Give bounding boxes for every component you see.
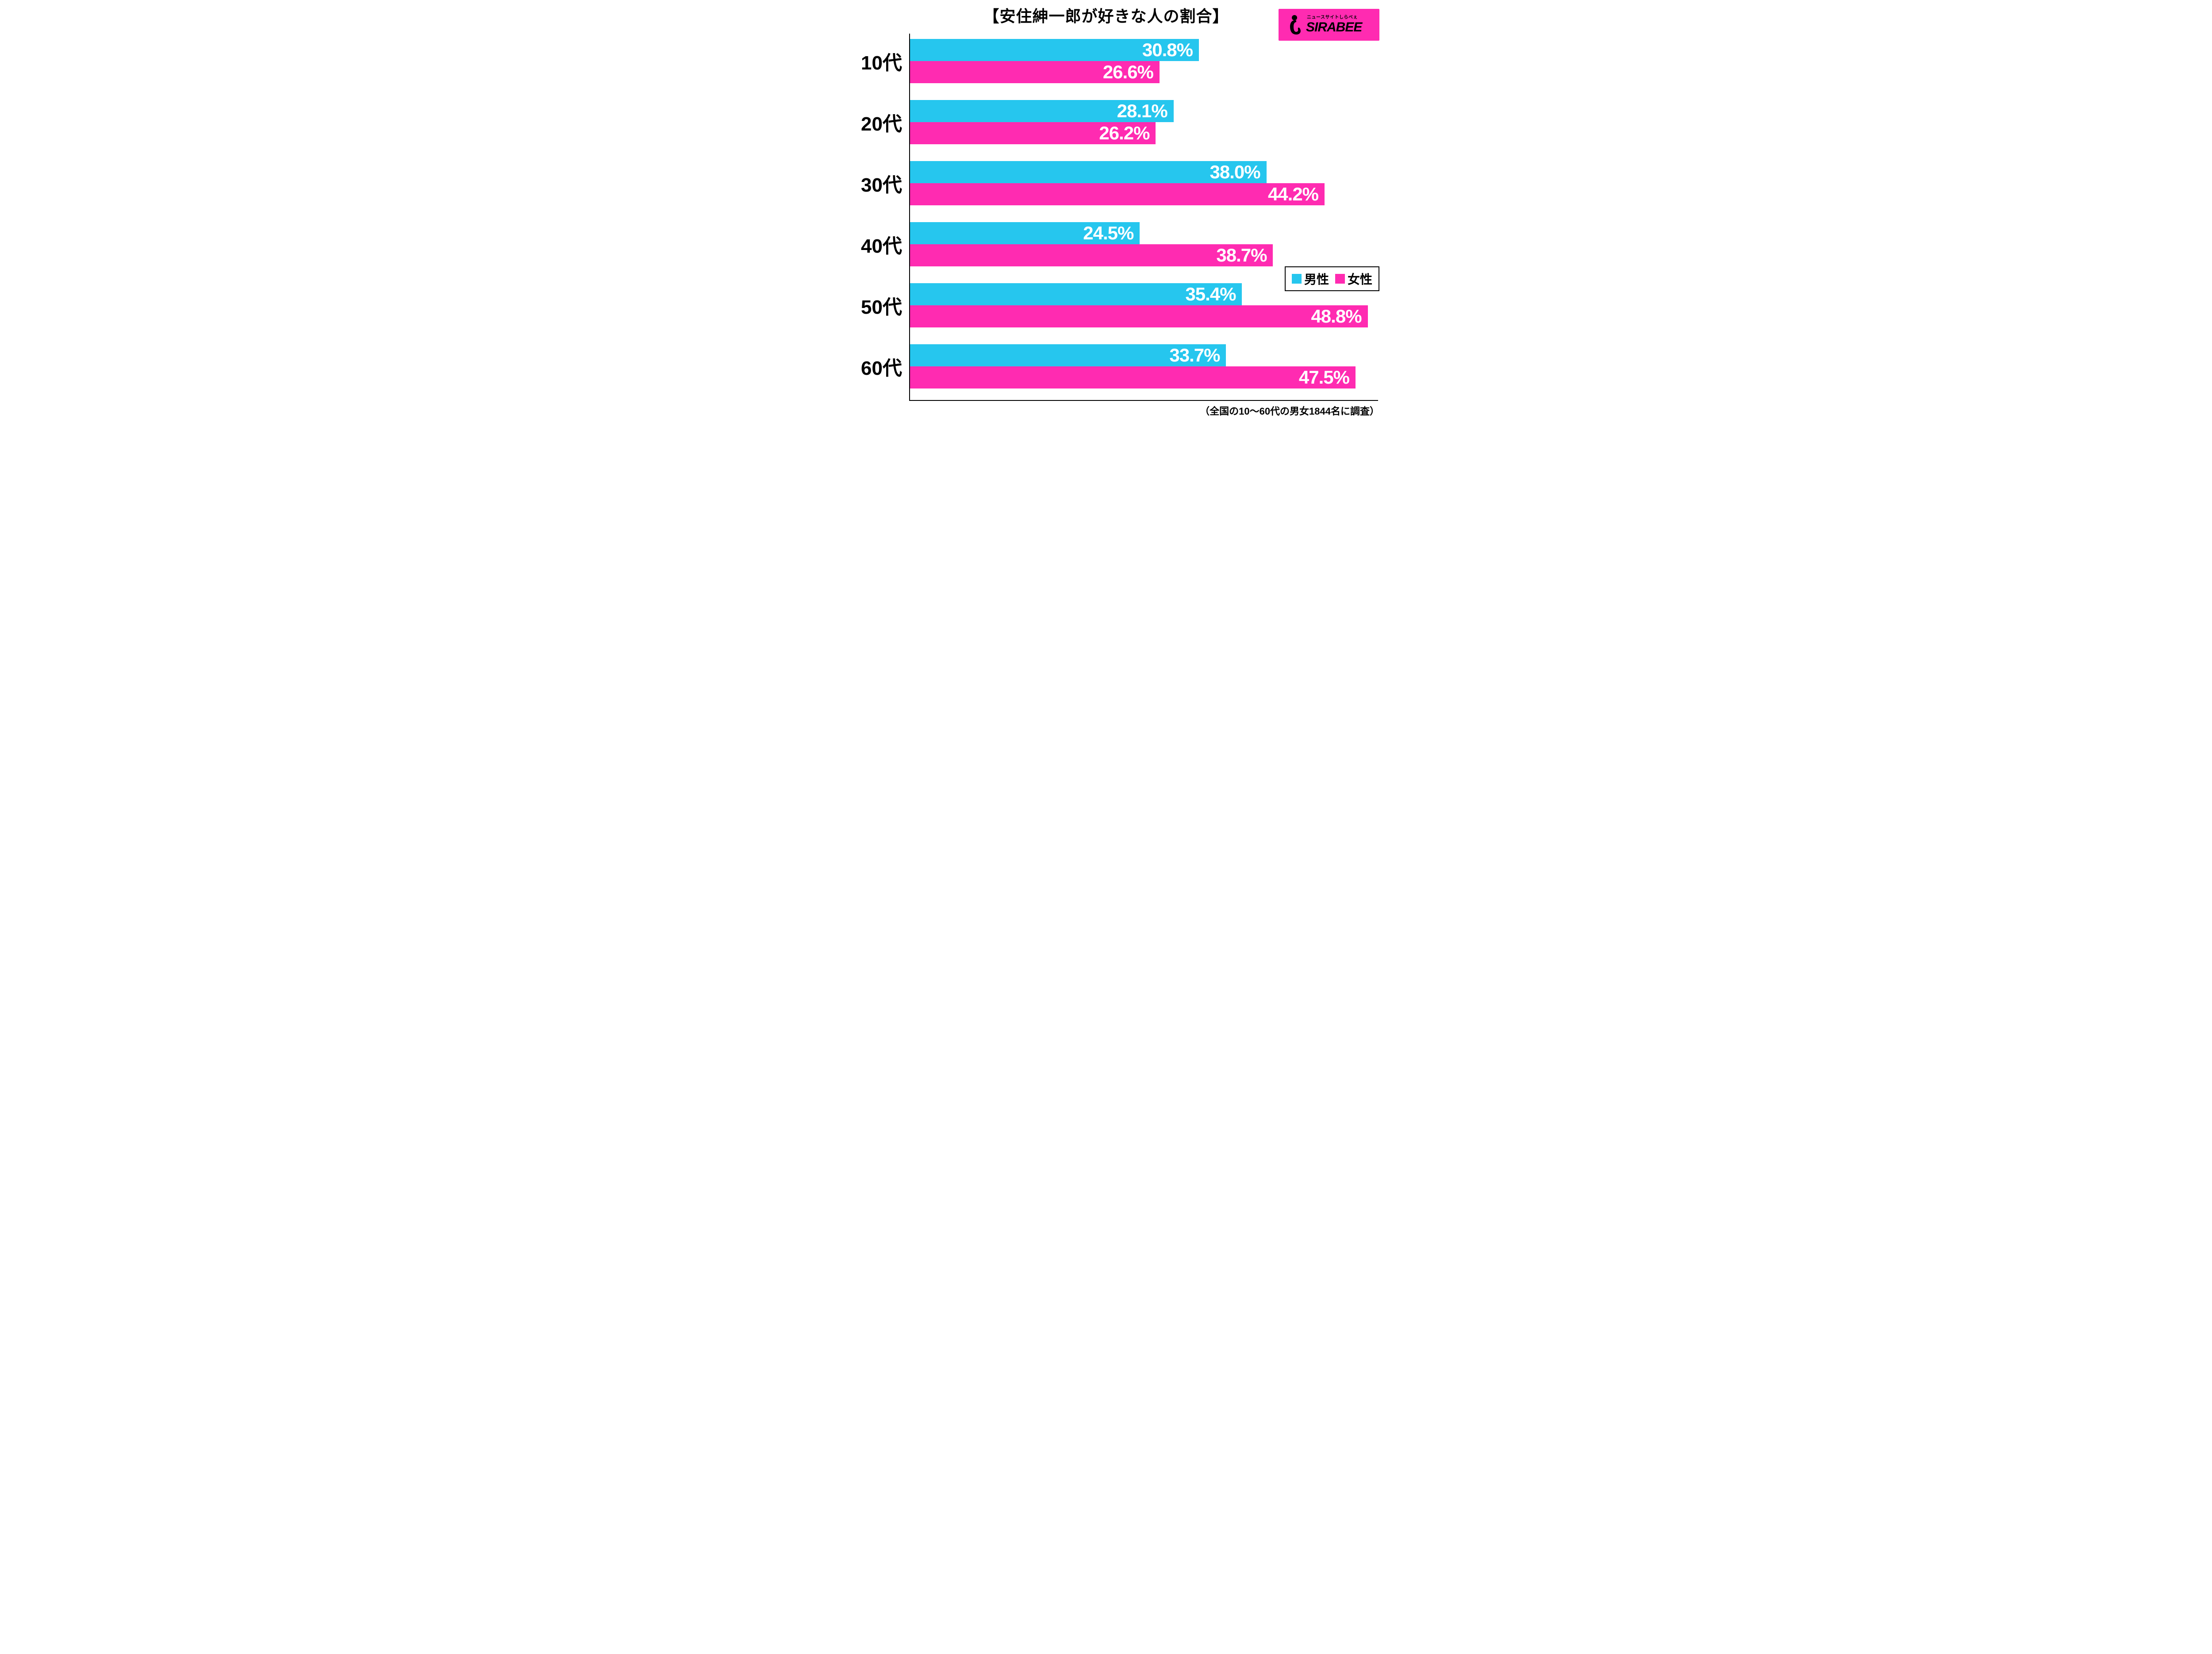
footnote-text: （全国の10〜60代の男女1844名に調査） [1200,406,1379,417]
bar-value-label: 47.5% [1299,367,1349,388]
category-label: 20代 [861,108,902,136]
brand-logo-tagline: ニュースサイトしらべぇ [1307,15,1362,20]
brand-logo-name: SIRABEE [1306,21,1362,34]
bar: 33.7% [910,344,1226,366]
bar-value-label: 28.1% [1117,100,1167,122]
chart-canvas: 【安住紳一郎が好きな人の割合】 ニュースサイトしらべぇ SIRABEE 10代3… [823,0,1389,423]
bar-value-label: 44.2% [1268,184,1318,205]
bar-value-label: 30.8% [1142,39,1193,61]
brand-logo-icon [1283,14,1304,35]
bar-value-label: 35.4% [1185,284,1236,305]
category-label: 10代 [861,47,902,75]
bar: 47.5% [910,366,1356,388]
category-label: 50代 [861,291,902,319]
bar: 44.2% [910,183,1325,205]
brand-logo-text: ニュースサイトしらべぇ SIRABEE [1306,15,1362,34]
legend-label: 女性 [1348,270,1372,288]
category-label: 40代 [861,230,902,258]
legend-item: 女性 [1335,270,1372,288]
bar: 30.8% [910,39,1199,61]
legend-item: 男性 [1292,270,1329,288]
bar-chart: 10代30.8%26.6%20代28.1%26.2%30代38.0%44.2%4… [909,34,1378,401]
bar-group: 20代28.1%26.2% [910,100,1378,144]
bar-group: 30代38.0%44.2% [910,161,1378,205]
bar-value-label: 26.6% [1103,62,1153,83]
bar: 26.2% [910,122,1156,144]
bar: 38.0% [910,161,1267,183]
legend: 男性 女性 [1285,266,1379,291]
bar-value-label: 33.7% [1169,345,1220,366]
category-label: 60代 [861,352,902,381]
bar: 26.6% [910,61,1160,83]
bar-value-label: 24.5% [1083,223,1133,244]
legend-swatch [1292,274,1302,284]
bar-group: 40代24.5%38.7% [910,222,1378,266]
bar-group: 10代30.8%26.6% [910,39,1378,83]
legend-label: 男性 [1304,270,1329,288]
legend-swatch [1335,274,1345,284]
bar: 48.8% [910,305,1368,327]
bar: 35.4% [910,283,1242,305]
bar-value-label: 26.2% [1099,123,1149,144]
bar: 28.1% [910,100,1174,122]
bar: 24.5% [910,222,1140,244]
bar: 38.7% [910,244,1273,266]
chart-title-text: 【安住紳一郎が好きな人の割合】 [983,7,1229,25]
bar-group: 60代33.7%47.5% [910,344,1378,388]
footnote: （全国の10〜60代の男女1844名に調査） [1200,404,1379,418]
bar-value-label: 38.7% [1216,245,1267,266]
category-label: 30代 [861,169,902,197]
bar-value-label: 48.8% [1311,306,1361,327]
bar-value-label: 38.0% [1210,162,1260,183]
